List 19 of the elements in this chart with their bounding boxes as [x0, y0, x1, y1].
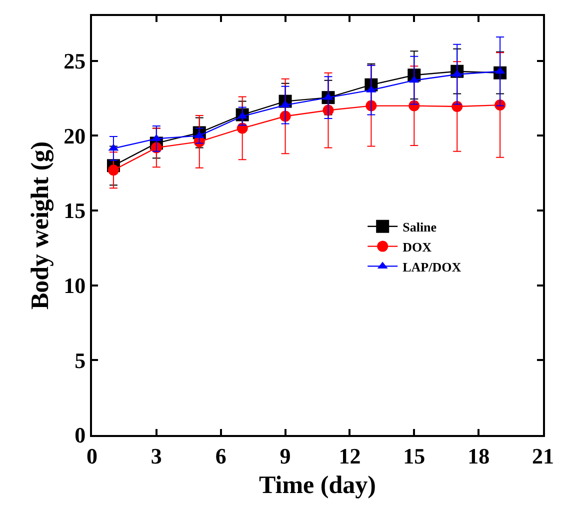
x-tick-label: 21 [532, 443, 554, 468]
y-tick-label: 10 [64, 273, 86, 298]
y-tick-label: 0 [74, 422, 86, 448]
x-tick-label: 9 [280, 443, 291, 468]
y-tick-label: 5 [74, 348, 86, 373]
legend-label: DOX [402, 239, 432, 254]
x-tick-label: 3 [150, 443, 162, 468]
x-tick-label: 12 [338, 443, 361, 468]
legend-label: Saline [402, 219, 437, 234]
y-axis-title: Body weight (g) [26, 141, 54, 310]
point [108, 164, 119, 176]
y-tick-label: 15 [64, 198, 86, 224]
x-tick-label: 18 [468, 443, 490, 468]
x-axis-title: Time (day) [259, 472, 376, 499]
x-tick-label: 6 [215, 443, 226, 468]
y-tick-label: 20 [64, 123, 86, 148]
y-tick-label: 25 [64, 48, 86, 74]
x-tick-label: 15 [403, 443, 426, 468]
legend-label: LAP/DOX [402, 259, 462, 274]
